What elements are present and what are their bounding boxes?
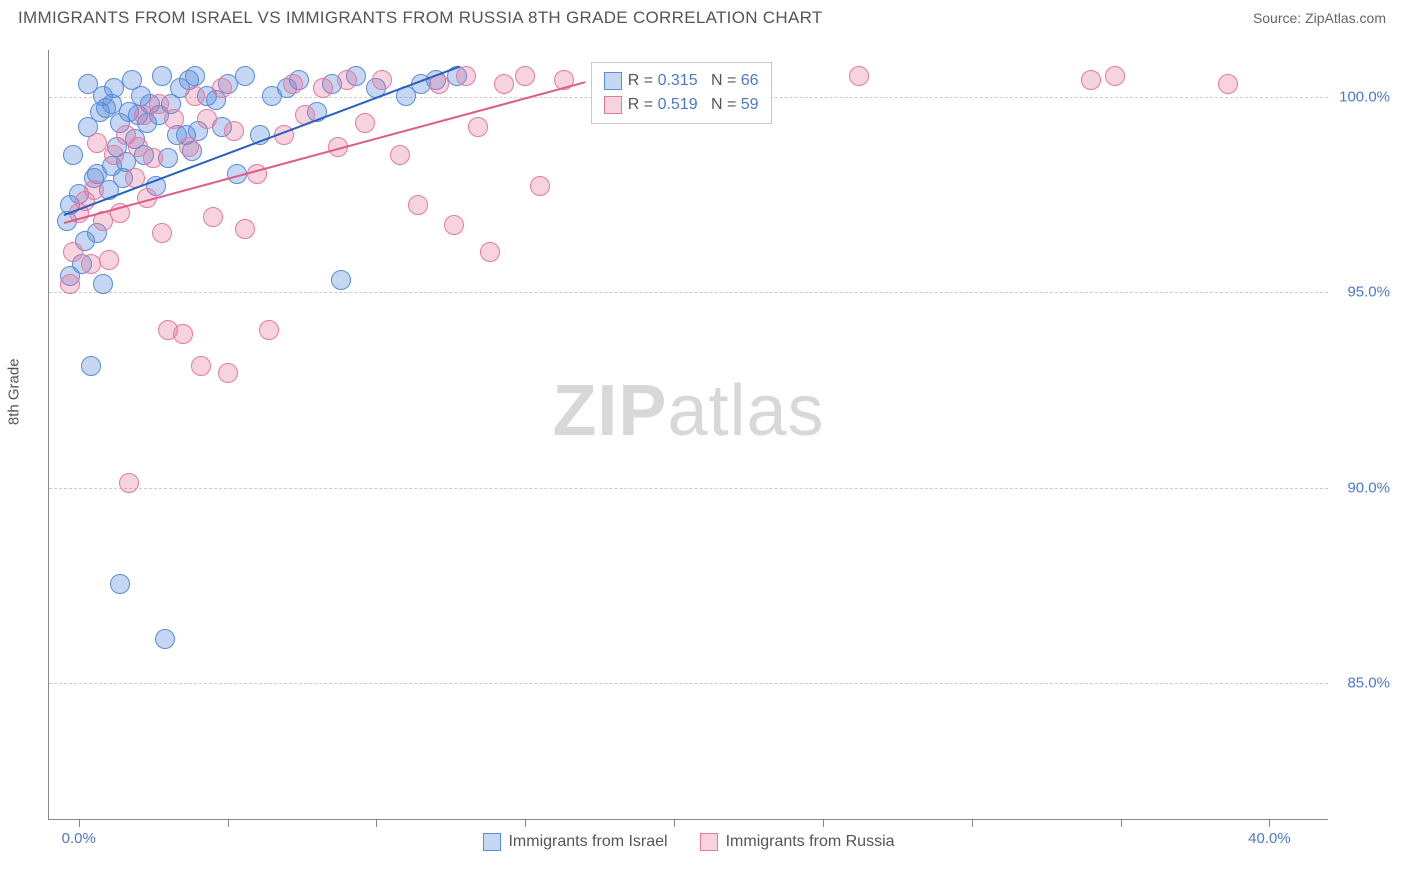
scatter-point [93,274,113,294]
legend-text: R = 0.519 N = 59 [628,93,759,117]
scatter-point [164,109,184,129]
scatter-point [104,145,124,165]
y-tick-label: 100.0% [1339,88,1390,105]
x-tick [79,819,80,827]
y-gridline [49,292,1328,293]
scatter-point [143,148,163,168]
y-tick-label: 95.0% [1347,284,1390,301]
scatter-point [1105,66,1125,86]
scatter-point [444,215,464,235]
scatter-point [372,70,392,90]
legend-swatch [700,833,718,851]
source-attribution: Source: ZipAtlas.com [1253,10,1386,26]
correlation-legend: R = 0.315 N = 66R = 0.519 N = 59 [591,62,772,124]
scatter-point [149,94,169,114]
watermark: ZIPatlas [552,370,824,452]
series-legend-item: Immigrants from Israel [482,833,667,851]
scatter-point [390,145,410,165]
scatter-point [337,70,357,90]
series-legend: Immigrants from Israel Immigrants from Ru… [482,833,894,851]
x-tick-label: 0.0% [62,830,96,847]
x-tick [972,819,973,827]
scatter-point [408,195,428,215]
x-tick [674,819,675,827]
series-legend-item: Immigrants from Russia [700,833,895,851]
series-name: Immigrants from Russia [726,833,895,851]
scatter-point [81,254,101,274]
scatter-point [456,66,476,86]
scatter-point [81,356,101,376]
y-gridline [49,683,1328,684]
scatter-point [1218,74,1238,94]
legend-row: R = 0.519 N = 59 [604,93,759,117]
y-tick-label: 90.0% [1347,479,1390,496]
scatter-point [110,574,130,594]
y-gridline [49,488,1328,489]
y-axis-label: 8th Grade [6,358,23,425]
scatter-point [235,219,255,239]
series-name: Immigrants from Israel [508,833,667,851]
scatter-point [494,74,514,94]
scatter-point [283,74,303,94]
scatter-point [515,66,535,86]
scatter-point [212,78,232,98]
x-tick [376,819,377,827]
scatter-point [355,113,375,133]
y-tick-label: 85.0% [1347,675,1390,692]
chart-container: 8th Grade ZIPatlas 85.0%90.0%95.0%100.0%… [18,40,1388,860]
scatter-point [218,363,238,383]
x-tick [525,819,526,827]
x-tick [1269,819,1270,827]
x-tick [1121,819,1122,827]
scatter-point [313,78,333,98]
legend-swatch [604,72,622,90]
scatter-point [152,223,172,243]
scatter-point [331,270,351,290]
scatter-point [259,320,279,340]
plot-area: ZIPatlas 85.0%90.0%95.0%100.0%0.0%40.0%R… [48,50,1328,820]
scatter-point [179,137,199,157]
scatter-point [60,274,80,294]
scatter-point [99,250,119,270]
scatter-point [191,356,211,376]
scatter-point [235,66,255,86]
legend-row: R = 0.315 N = 66 [604,69,759,93]
scatter-point [155,629,175,649]
scatter-point [84,180,104,200]
scatter-point [1081,70,1101,90]
scatter-point [203,207,223,227]
scatter-point [224,121,244,141]
x-tick-label: 40.0% [1248,830,1291,847]
scatter-point [849,66,869,86]
scatter-point [185,86,205,106]
scatter-point [173,324,193,344]
scatter-point [480,242,500,262]
scatter-point [468,117,488,137]
scatter-point [63,145,83,165]
scatter-point [197,109,217,129]
x-tick [823,819,824,827]
legend-swatch [482,833,500,851]
legend-text: R = 0.315 N = 66 [628,69,759,93]
legend-swatch [604,96,622,114]
x-tick [228,819,229,827]
chart-title: IMMIGRANTS FROM ISRAEL VS IMMIGRANTS FRO… [18,8,823,28]
scatter-point [87,133,107,153]
scatter-point [152,66,172,86]
scatter-point [185,66,205,86]
scatter-point [63,242,83,262]
scatter-point [530,176,550,196]
scatter-point [119,473,139,493]
